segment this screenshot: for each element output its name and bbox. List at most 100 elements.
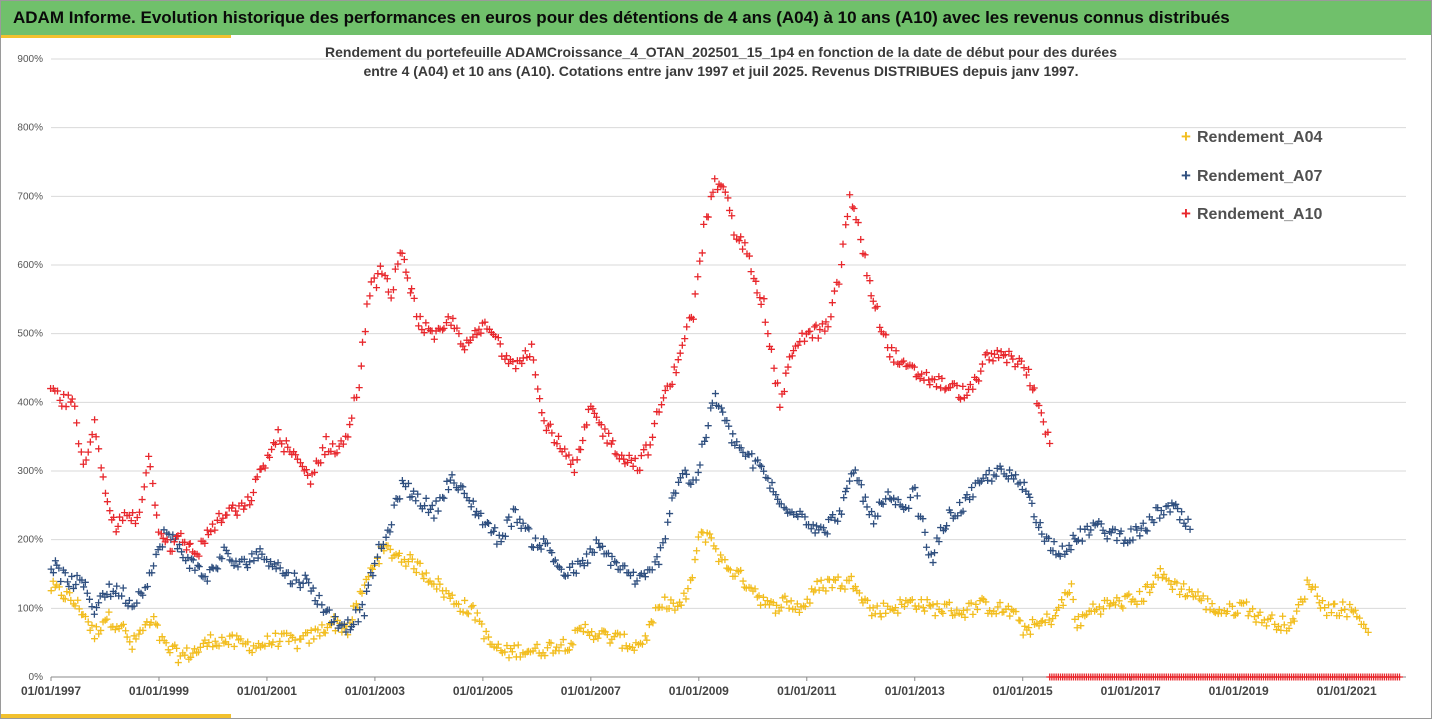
data-point-a10 xyxy=(542,426,550,434)
data-point-a04 xyxy=(291,636,299,644)
data-point-a04 xyxy=(1177,585,1185,593)
data-point-a10 xyxy=(440,324,448,332)
data-point-a04 xyxy=(406,551,414,559)
data-point-a04 xyxy=(925,601,933,609)
data-point-a10 xyxy=(816,326,824,334)
x-tick-label: 01/01/2013 xyxy=(885,684,945,698)
data-point-a07 xyxy=(583,550,591,558)
data-point-a10 xyxy=(367,278,375,286)
data-point-a10 xyxy=(808,334,816,342)
data-point-a07 xyxy=(1030,513,1038,521)
data-point-a07 xyxy=(811,529,819,537)
data-point-a04 xyxy=(565,646,573,654)
data-point-a10 xyxy=(410,294,418,302)
data-point-a04 xyxy=(973,606,981,614)
data-point-a04 xyxy=(763,597,771,605)
data-point-a10 xyxy=(1044,428,1052,436)
data-point-a07 xyxy=(448,471,456,479)
legend-marker-a10: + xyxy=(1181,204,1191,223)
data-point-a10 xyxy=(760,295,768,303)
data-point-a07 xyxy=(933,534,941,542)
data-point-a10 xyxy=(229,501,237,509)
data-point-a10 xyxy=(163,536,171,544)
data-point-a07 xyxy=(318,601,326,609)
accent-stripe-top xyxy=(1,35,231,38)
data-point-a10 xyxy=(888,344,896,352)
data-point-a10 xyxy=(977,367,985,375)
data-point-a04 xyxy=(588,628,596,636)
data-point-a10 xyxy=(655,408,663,416)
data-point-a10 xyxy=(415,322,423,330)
data-point-a10 xyxy=(629,462,637,470)
data-point-a04 xyxy=(1065,589,1073,597)
data-point-a07 xyxy=(1186,525,1194,533)
data-point-a04 xyxy=(647,618,655,626)
data-point-a04 xyxy=(541,652,549,660)
data-point-a04 xyxy=(649,619,657,627)
data-point-a07 xyxy=(708,399,716,407)
data-point-a04 xyxy=(951,611,959,619)
data-point-a04 xyxy=(153,621,161,629)
data-point-a07 xyxy=(412,497,420,505)
data-point-a10 xyxy=(181,538,189,546)
data-point-a10 xyxy=(54,387,62,395)
data-point-a04 xyxy=(501,648,509,656)
data-point-a10 xyxy=(322,433,330,441)
data-point-a04 xyxy=(1176,591,1184,599)
data-point-a04 xyxy=(494,640,502,648)
data-point-a07 xyxy=(919,515,927,523)
data-point-a07 xyxy=(493,540,501,548)
data-point-a07 xyxy=(906,493,914,501)
data-point-a07 xyxy=(653,553,661,561)
data-point-a07 xyxy=(1103,535,1111,543)
data-point-a07 xyxy=(857,481,865,489)
data-point-a04 xyxy=(822,587,830,595)
data-point-a07 xyxy=(1117,527,1125,535)
data-point-a10 xyxy=(953,382,961,390)
data-point-a04 xyxy=(707,534,715,542)
data-point-a07 xyxy=(894,496,902,504)
data-point-a07 xyxy=(133,599,141,607)
data-point-a04 xyxy=(1016,617,1024,625)
data-point-a10 xyxy=(274,426,282,434)
data-point-a04 xyxy=(218,633,226,641)
data-point-a04 xyxy=(220,639,228,647)
data-point-a07 xyxy=(507,522,515,530)
data-point-a10 xyxy=(344,433,352,441)
data-point-a07 xyxy=(1160,511,1168,519)
data-point-a07 xyxy=(1184,515,1192,523)
data-point-a04 xyxy=(1240,599,1248,607)
data-point-a04 xyxy=(737,566,745,574)
data-point-a04 xyxy=(1280,621,1288,629)
data-point-a04 xyxy=(1339,598,1347,606)
data-point-a04 xyxy=(665,605,673,613)
data-point-a04 xyxy=(702,538,710,546)
data-point-a04 xyxy=(255,639,263,647)
data-point-a07 xyxy=(296,584,304,592)
data-point-a04 xyxy=(1103,596,1111,604)
data-point-a07 xyxy=(252,548,260,556)
data-point-a10 xyxy=(244,493,252,501)
data-point-a10 xyxy=(71,402,79,410)
data-point-a07 xyxy=(543,539,551,547)
data-point-a10 xyxy=(138,496,146,504)
data-point-a04 xyxy=(813,577,821,585)
data-point-a04 xyxy=(86,626,94,634)
data-point-a07 xyxy=(386,528,394,536)
data-point-a04 xyxy=(274,642,282,650)
data-point-a10 xyxy=(1009,355,1017,363)
data-point-a10 xyxy=(151,501,159,509)
data-point-a07 xyxy=(855,477,863,485)
data-point-a07 xyxy=(1045,534,1053,542)
data-point-a10 xyxy=(509,358,517,366)
data-point-a10 xyxy=(599,432,607,440)
data-point-a10 xyxy=(321,451,329,459)
data-point-a04 xyxy=(777,603,785,611)
data-point-a10 xyxy=(589,405,597,413)
data-point-a07 xyxy=(607,561,615,569)
data-point-a10 xyxy=(625,451,633,459)
data-point-a10 xyxy=(528,340,536,348)
data-point-a10 xyxy=(223,511,231,519)
data-point-a10 xyxy=(391,265,399,273)
data-point-a04 xyxy=(1191,592,1199,600)
